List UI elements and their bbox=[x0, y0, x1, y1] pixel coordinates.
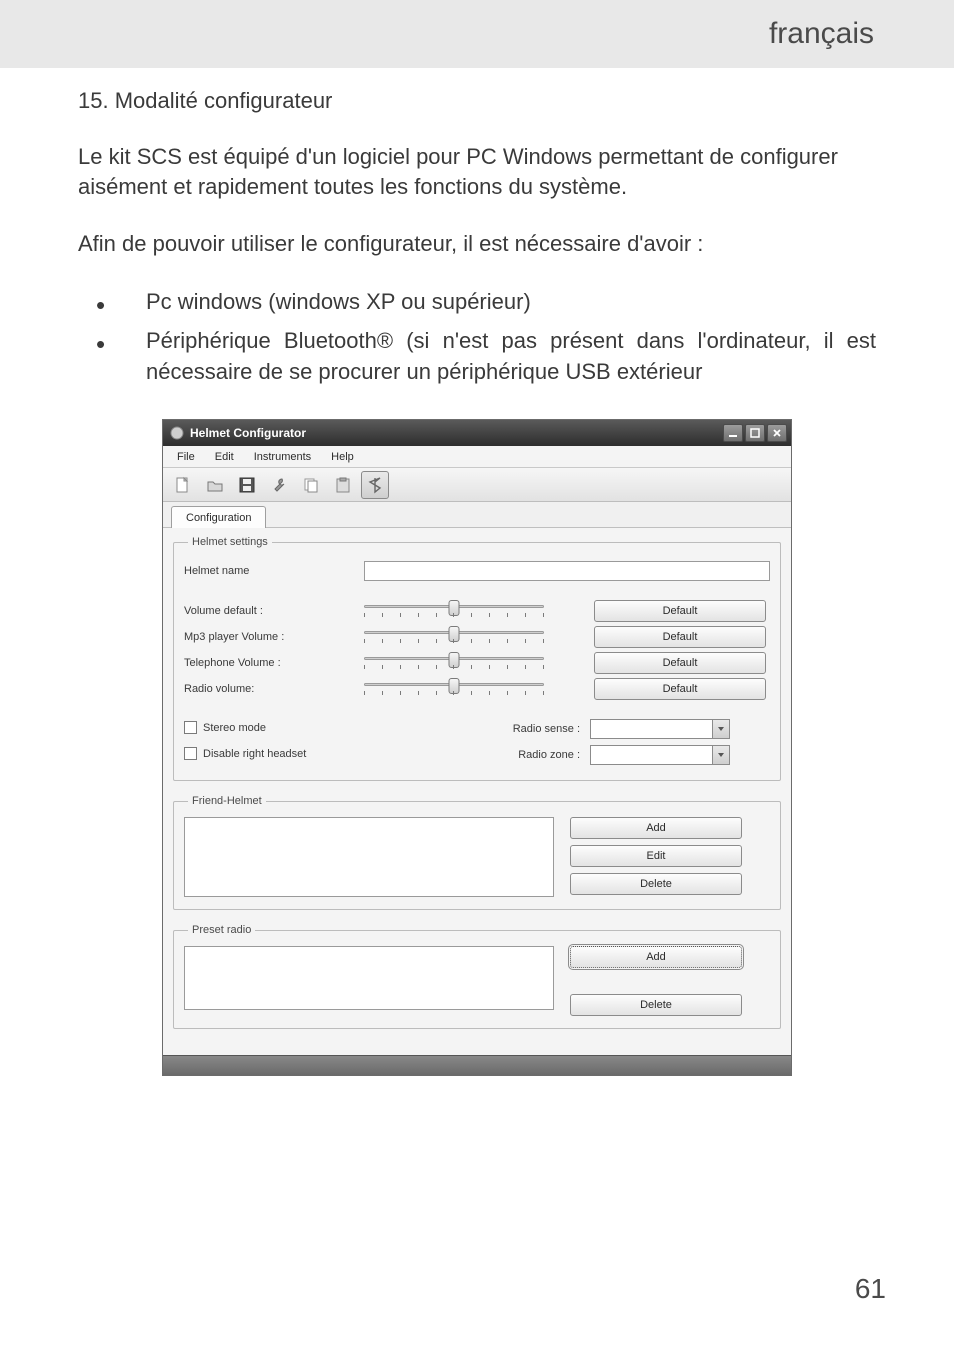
listbox-friend-helmet[interactable] bbox=[184, 817, 554, 897]
chevron-down-icon[interactable] bbox=[712, 720, 729, 738]
label-mp3-volume: Mp3 player Volume : bbox=[184, 631, 364, 643]
label-radio-zone: Radio zone : bbox=[518, 749, 580, 761]
label-radio-sense: Radio sense : bbox=[513, 723, 580, 735]
tab-configuration[interactable]: Configuration bbox=[171, 506, 266, 528]
close-button[interactable] bbox=[767, 424, 787, 442]
maximize-button[interactable] bbox=[745, 424, 765, 442]
window-controls bbox=[723, 424, 787, 442]
language-label: français bbox=[769, 17, 874, 51]
lead-paragraph: Afin de pouvoir utiliser le configurateu… bbox=[78, 229, 876, 259]
minimize-button[interactable] bbox=[723, 424, 743, 442]
label-radio-volume: Radio volume: bbox=[184, 683, 364, 695]
window-title: Helmet Configurator bbox=[190, 426, 723, 440]
combo-radio-zone[interactable] bbox=[590, 745, 730, 765]
slider-mp3-volume[interactable] bbox=[364, 626, 544, 648]
checkbox-stereo-mode[interactable]: Stereo mode bbox=[184, 721, 266, 734]
section-title: 15. Modalité configurateur bbox=[78, 88, 876, 114]
label-telephone-volume: Telephone Volume : bbox=[184, 657, 364, 669]
group-helmet-settings: Helmet settings Helmet name Volume defau… bbox=[173, 536, 781, 781]
copy-icon[interactable] bbox=[297, 471, 325, 499]
legend-helmet-settings: Helmet settings bbox=[188, 536, 272, 548]
row-mp3-volume: Mp3 player Volume : Default bbox=[184, 624, 770, 650]
list-item: Pc windows (windows XP ou supérieur) bbox=[96, 287, 876, 318]
edit-button[interactable]: Edit bbox=[570, 845, 742, 867]
row-disable-right-headset: Disable right headset Radio zone : bbox=[184, 742, 770, 768]
checkbox-label: Disable right headset bbox=[203, 748, 306, 760]
legend-friend-helmet: Friend-Helmet bbox=[188, 795, 266, 807]
menu-instruments[interactable]: Instruments bbox=[246, 449, 319, 465]
slider-volume-default[interactable] bbox=[364, 600, 544, 622]
row-volume-default: Volume default : Default bbox=[184, 598, 770, 624]
delete-button[interactable]: Delete bbox=[570, 873, 742, 895]
row-helmet-name: Helmet name bbox=[184, 558, 770, 584]
add-button[interactable]: Add bbox=[570, 817, 742, 839]
slider-radio-volume[interactable] bbox=[364, 678, 544, 700]
add-button[interactable]: Add bbox=[570, 946, 742, 968]
label-volume-default: Volume default : bbox=[184, 605, 364, 617]
menu-help[interactable]: Help bbox=[323, 449, 362, 465]
menu-edit[interactable]: Edit bbox=[207, 449, 242, 465]
combo-radio-sense[interactable] bbox=[590, 719, 730, 739]
app-window: Helmet Configurator File Edit Instrument… bbox=[162, 419, 792, 1076]
input-helmet-name[interactable] bbox=[364, 561, 770, 581]
list-item: Périphérique Bluetooth® (si n'est pas pr… bbox=[96, 326, 876, 388]
row-radio-volume: Radio volume: Default bbox=[184, 676, 770, 702]
tabstrip: Configuration bbox=[163, 502, 791, 528]
open-icon[interactable] bbox=[201, 471, 229, 499]
bluetooth-icon[interactable] bbox=[361, 471, 389, 499]
menubar: File Edit Instruments Help bbox=[163, 446, 791, 468]
chevron-down-icon[interactable] bbox=[712, 746, 729, 764]
delete-button[interactable]: Delete bbox=[570, 994, 742, 1016]
save-icon[interactable] bbox=[233, 471, 261, 499]
app-icon bbox=[169, 425, 185, 441]
label-helmet-name: Helmet name bbox=[184, 565, 364, 577]
default-button[interactable]: Default bbox=[594, 678, 766, 700]
page-header-band: français bbox=[0, 0, 954, 68]
statusbar bbox=[163, 1055, 791, 1075]
checkbox-label: Stereo mode bbox=[203, 722, 266, 734]
intro-paragraph: Le kit SCS est équipé d'un logiciel pour… bbox=[78, 142, 876, 201]
tool-icon[interactable] bbox=[265, 471, 293, 499]
paste-icon[interactable] bbox=[329, 471, 357, 499]
group-preset-radio: Preset radio Add Delete bbox=[173, 924, 781, 1029]
listbox-preset-radio[interactable] bbox=[184, 946, 554, 1010]
row-telephone-volume: Telephone Volume : Default bbox=[184, 650, 770, 676]
content-pane: Helmet settings Helmet name Volume defau… bbox=[163, 528, 791, 1055]
group-friend-helmet: Friend-Helmet Add Edit Delete bbox=[173, 795, 781, 910]
default-button[interactable]: Default bbox=[594, 626, 766, 648]
toolbar bbox=[163, 468, 791, 502]
menu-file[interactable]: File bbox=[169, 449, 203, 465]
preset-radio-buttons: Add Delete bbox=[570, 946, 742, 1016]
new-icon[interactable] bbox=[169, 471, 197, 499]
titlebar[interactable]: Helmet Configurator bbox=[163, 420, 791, 446]
slider-telephone-volume[interactable] bbox=[364, 652, 544, 674]
document-body: 15. Modalité configurateur Le kit SCS es… bbox=[0, 68, 954, 1076]
legend-preset-radio: Preset radio bbox=[188, 924, 255, 936]
page-number: 61 bbox=[855, 1273, 886, 1305]
default-button[interactable]: Default bbox=[594, 652, 766, 674]
requirements-list: Pc windows (windows XP ou supérieur) Pér… bbox=[78, 287, 876, 387]
default-button[interactable]: Default bbox=[594, 600, 766, 622]
checkbox-disable-right-headset[interactable]: Disable right headset bbox=[184, 747, 306, 760]
friend-helmet-buttons: Add Edit Delete bbox=[570, 817, 742, 897]
row-stereo-mode: Stereo mode Radio sense : bbox=[184, 716, 770, 742]
